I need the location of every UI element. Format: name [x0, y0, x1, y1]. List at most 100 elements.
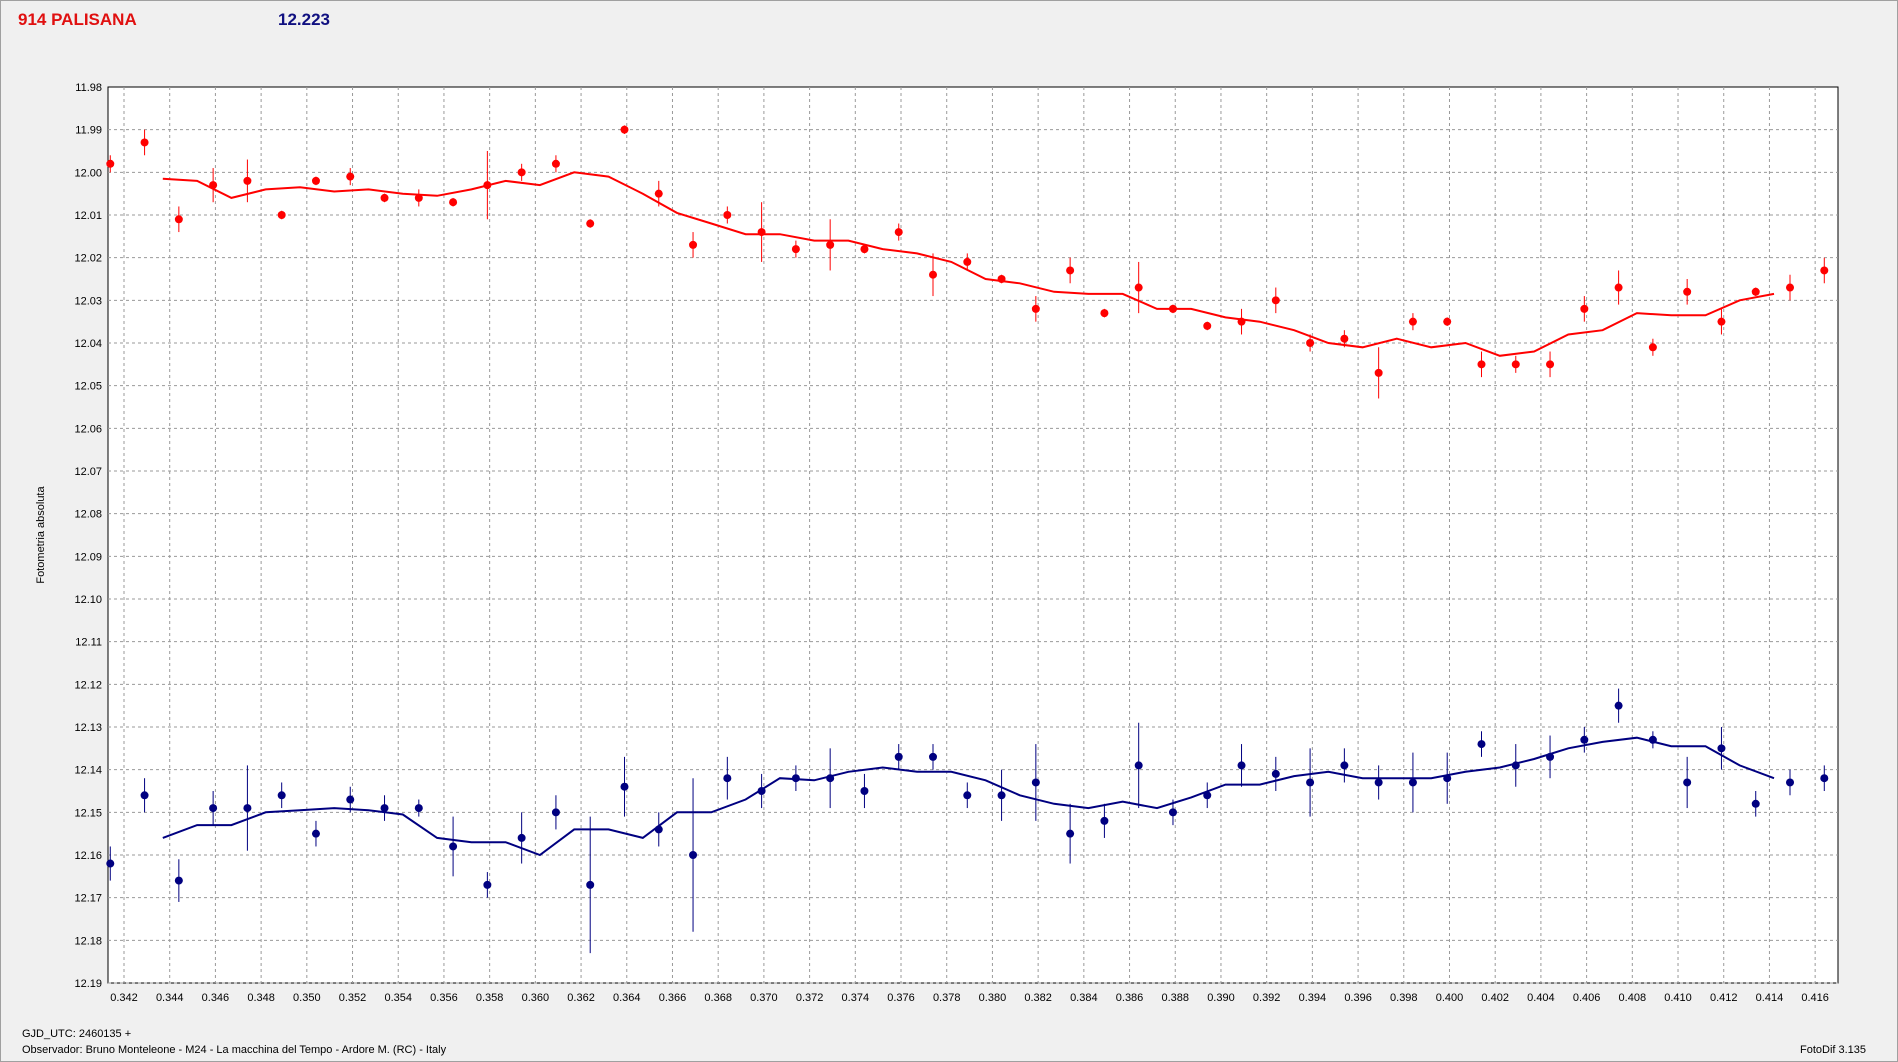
plot-area	[107, 86, 1839, 984]
data-point	[1237, 761, 1246, 770]
y-tick-label: 12.01	[74, 210, 102, 222]
data-point	[1820, 774, 1829, 783]
data-point	[1820, 266, 1829, 275]
data-point	[174, 215, 183, 224]
x-tick-label: 0.402	[1481, 992, 1509, 1004]
data-point	[860, 245, 869, 254]
x-tick-label: 0.376	[887, 992, 915, 1004]
data-point	[1786, 283, 1795, 292]
data-point	[1614, 701, 1623, 710]
x-tick-label: 0.368	[704, 992, 732, 1004]
data-point	[1031, 304, 1040, 313]
x-tick-label: 0.364	[613, 992, 641, 1004]
trend-line	[162, 171, 1775, 357]
data-point	[1717, 744, 1726, 753]
y-tick-label: 12.09	[74, 551, 102, 563]
x-tick-label: 0.378	[933, 992, 961, 1004]
x-tick-label: 0.360	[522, 992, 550, 1004]
data-point	[997, 275, 1006, 283]
data-point	[1614, 283, 1623, 292]
observer-label: Observador: Bruno Monteleone - M24 - La …	[22, 1044, 447, 1056]
data-point	[826, 240, 835, 249]
x-tick-label: 0.380	[979, 992, 1007, 1004]
y-tick-label: 12.11	[75, 637, 102, 649]
data-point	[1786, 778, 1795, 787]
y-tick-label: 12.04	[74, 338, 102, 350]
data-point	[860, 787, 869, 795]
y-tick-label: 12.17	[74, 893, 102, 905]
y-tick-labels: 11.98 11.99 12.00 12.01 12.02 12.03 12.04 12.05…	[74, 82, 102, 990]
data-point	[654, 189, 663, 198]
x-tick-labels: 0.342 0.344 0.346 0.348 0.350 0.352 0.354 0.356…	[110, 992, 1829, 1004]
data-point	[1408, 317, 1417, 326]
data-point	[1443, 317, 1452, 326]
data-point	[483, 880, 492, 889]
data-point	[929, 752, 938, 761]
x-tick-label: 0.414	[1756, 992, 1784, 1004]
y-tick-label: 12.07	[74, 466, 102, 478]
x-tick-label: 0.346	[202, 992, 230, 1004]
data-point	[311, 176, 320, 185]
x-tick-label: 0.390	[1207, 992, 1235, 1004]
y-tick-label: 12.12	[74, 679, 102, 691]
data-point	[243, 176, 252, 185]
data-point	[1751, 799, 1760, 808]
data-point	[689, 851, 698, 859]
gjd-label: GJD_UTC: 2460135 +	[22, 1028, 132, 1040]
data-point	[723, 211, 732, 219]
x-tick-label: 0.342	[110, 992, 138, 1004]
x-tick-label: 0.374	[842, 992, 870, 1004]
data-point	[209, 804, 218, 813]
data-point	[1271, 296, 1280, 305]
x-tick-label: 0.400	[1436, 992, 1464, 1004]
y-tick-label: 12.14	[74, 765, 102, 777]
data-point	[689, 240, 698, 249]
data-point	[620, 782, 629, 791]
x-tick-label: 0.404	[1527, 992, 1555, 1004]
x-tick-label: 0.370	[750, 992, 778, 1004]
data-point	[620, 125, 629, 134]
data-point	[757, 787, 766, 795]
y-tick-label: 12.18	[74, 935, 102, 947]
x-tick-label: 0.416	[1801, 992, 1829, 1004]
data-point	[791, 774, 800, 783]
y-tick-label: 12.08	[74, 509, 102, 521]
data-point	[209, 181, 218, 190]
data-point	[517, 833, 526, 842]
data-point	[414, 193, 423, 202]
data-point	[106, 859, 115, 868]
data-point	[517, 168, 526, 177]
data-point	[551, 159, 560, 168]
data-series	[106, 125, 1829, 954]
data-point	[1271, 769, 1280, 778]
data-point	[963, 257, 972, 266]
data-point	[1717, 317, 1726, 326]
data-point	[1203, 321, 1212, 330]
data-point	[1511, 761, 1520, 770]
data-point	[1374, 368, 1383, 377]
data-point	[449, 198, 458, 207]
x-tick-label: 0.408	[1619, 992, 1647, 1004]
data-point	[826, 774, 835, 783]
x-tick-label: 0.388	[1161, 992, 1189, 1004]
data-point	[1546, 360, 1555, 369]
data-point	[277, 211, 286, 219]
x-tick-label: 0.394	[1299, 992, 1327, 1004]
data-point	[1100, 816, 1109, 825]
y-tick-label: 12.06	[74, 423, 102, 435]
data-point	[586, 880, 595, 889]
x-tick-label: 0.392	[1253, 992, 1281, 1004]
data-point	[1648, 735, 1657, 744]
data-point	[311, 829, 320, 838]
x-tick-label: 0.382	[1024, 992, 1052, 1004]
x-tick-label: 0.354	[384, 992, 412, 1004]
data-point	[1066, 829, 1075, 838]
data-point	[1511, 360, 1520, 369]
y-tick-label: 12.16	[74, 850, 102, 862]
data-point	[1168, 304, 1177, 313]
data-point	[277, 791, 286, 800]
version-label: FotoDif 3.135	[1800, 1044, 1867, 1056]
data-point	[654, 825, 663, 834]
data-point	[1580, 304, 1589, 313]
